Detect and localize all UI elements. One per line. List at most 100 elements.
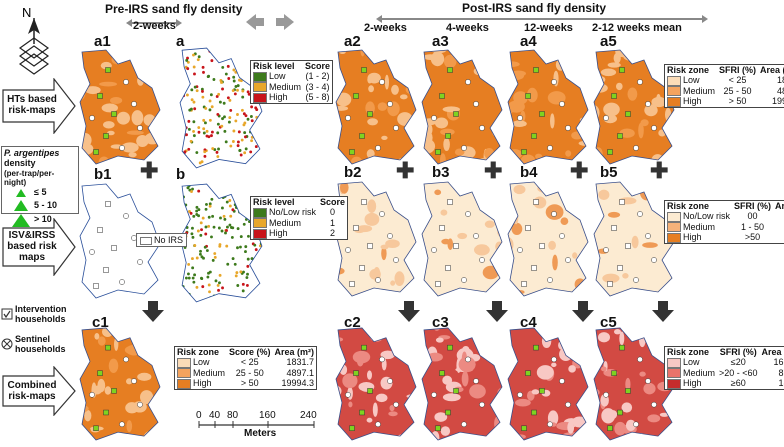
legend-value: < 25: [240, 357, 259, 367]
legend-label: High: [683, 96, 702, 107]
down-arrow-icon: [572, 301, 594, 328]
legend-value: 4897.1: [286, 367, 315, 378]
legend-header-cell: SFRI (%): [734, 201, 772, 211]
post-col-header-1: 2-weeks: [364, 22, 407, 34]
legend-value: ≥60: [730, 378, 746, 389]
legend-value: 2: [330, 228, 336, 239]
household-legend: Intervention households Sentinel househo…: [1, 304, 77, 366]
legend-label: No/Low risk: [269, 207, 317, 217]
post-irs-header: Post-IRS sand fly density: [462, 1, 607, 15]
density-legend-title: density: [4, 158, 36, 168]
density-legend-subtitle: (per-trap/per-night): [4, 169, 55, 187]
legend-value: > 50: [728, 96, 747, 107]
legend-label: High: [683, 232, 702, 243]
legend-value: < 25: [728, 75, 747, 85]
legend-value: 8726.2: [778, 367, 784, 378]
map-c4: [506, 326, 590, 442]
panel-label-b5: b5: [600, 164, 618, 181]
down-arrow-icon: [142, 301, 164, 328]
legend-value: 19994.3: [771, 96, 784, 107]
scale-tick-label: 40: [209, 410, 221, 421]
legend-swatch: [667, 357, 681, 368]
post-col-header-4: 2-12 weeks mean: [592, 22, 682, 34]
row-arrow-isv: ISV&IRSS based risk maps: [2, 217, 76, 277]
household-sentinel-label: Sentinel households: [15, 334, 66, 354]
down-arrow-icon: [486, 301, 508, 328]
plus-icon: ✚: [140, 158, 159, 183]
map-c5: [592, 326, 676, 442]
household-intervention-label: Intervention households: [15, 304, 67, 324]
legend-header-cell: Score (%): [229, 347, 271, 357]
map-b4: [506, 180, 590, 298]
legend-swatch: [667, 86, 681, 97]
scale-tick-label: 160: [259, 410, 276, 421]
risk-level-legend-a: Risk level Score Low (1 - 2) Medium (3 - 4) Hi…: [250, 60, 334, 104]
legend-value: 00: [747, 211, 758, 221]
legend-value: 19994.3: [281, 378, 315, 389]
legend-swatch: [177, 378, 191, 389]
density-item-3: > 10: [34, 214, 52, 224]
pre-irs-subheader: 2-weeks: [133, 20, 176, 32]
panel-label-c2: c2: [344, 314, 361, 331]
legend-label: No/Low risk: [683, 211, 731, 221]
legend-header-cell: Risk level: [253, 61, 295, 71]
panel-label-a4: a4: [520, 33, 537, 50]
row-label-hts: HTs based risk-maps: [7, 94, 57, 116]
legend-label: High: [683, 378, 702, 389]
map-a5: [592, 48, 676, 166]
map-c1: [78, 326, 162, 442]
legend-swatch: [253, 218, 267, 229]
legend-value: 25 - 50: [235, 367, 264, 378]
legend-header-cell: Risk zone: [177, 347, 220, 357]
legend-header-cell: Area (km²): [760, 65, 784, 75]
legend-value: ≤20: [730, 357, 746, 367]
plus-icon: ✚: [396, 158, 415, 183]
density-legend-species: P. argentipes: [4, 148, 60, 158]
legend-header-cell: SFRI (%): [719, 347, 757, 357]
legend-swatch: [667, 378, 681, 389]
row-arrow-combined: Combined risk-maps: [2, 365, 76, 417]
legend-label: High: [269, 228, 288, 239]
risk-level-legend-b: Risk level Score No/Low risk 0 Medium 1 High 2: [250, 196, 349, 240]
panel-label-a1: a1: [94, 33, 111, 50]
scale-tick-label: 0: [196, 410, 202, 421]
legend-label: Medium: [683, 85, 716, 96]
row-label-isv: ISV&IRSS based risk maps: [7, 230, 57, 263]
legend-swatch: [667, 211, 681, 222]
plus-icon: ✚: [484, 158, 503, 183]
map-a1: [78, 48, 162, 166]
map-b5: [592, 180, 676, 298]
map-a2: [334, 48, 418, 166]
plus-icon: ✚: [570, 158, 589, 183]
legend-label: Low: [269, 71, 286, 81]
density-item-1: ≤ 5: [34, 187, 47, 197]
legend-header-cell: Risk level: [253, 197, 295, 207]
zone-legend-a: Risk zone SFRI (%)Area (km²) Low < 25 1831.7…: [664, 64, 784, 108]
map-a3: [420, 48, 504, 166]
legend-value: 1837.3: [778, 378, 784, 389]
panel-label-c1: c1: [92, 314, 109, 331]
panel-label-c5: c5: [600, 314, 617, 331]
legend-header-cell: Risk zone: [667, 347, 710, 357]
density-legend: P. argentipes density (per-trap/per-nigh…: [1, 146, 79, 227]
legend-value: (3 - 4): [305, 81, 330, 92]
north-label: N: [22, 5, 31, 20]
map-b3: [420, 180, 504, 298]
panel-label-b1: b1: [94, 166, 112, 183]
legend-swatch: [667, 368, 681, 379]
map-a4: [506, 48, 590, 166]
legend-value: 1: [330, 217, 336, 228]
map-c3: [420, 326, 504, 442]
legend-header-cell: SFRI (%): [719, 65, 757, 75]
legend-value: 25 - 50: [723, 85, 752, 96]
scale-tick-label: 240: [300, 410, 317, 421]
legend-swatch: [253, 82, 267, 93]
legend-value: 4897.1: [777, 85, 784, 96]
legend-value: >50: [744, 232, 761, 243]
panel-label-b4: b4: [520, 164, 538, 181]
legend-header-cell: Area (m²): [274, 347, 315, 357]
map-b2: [334, 180, 418, 298]
panel-label-b2: b2: [344, 164, 362, 181]
legend-value: 23631.7: [773, 211, 784, 222]
legend-value: (1 - 2): [305, 71, 330, 81]
